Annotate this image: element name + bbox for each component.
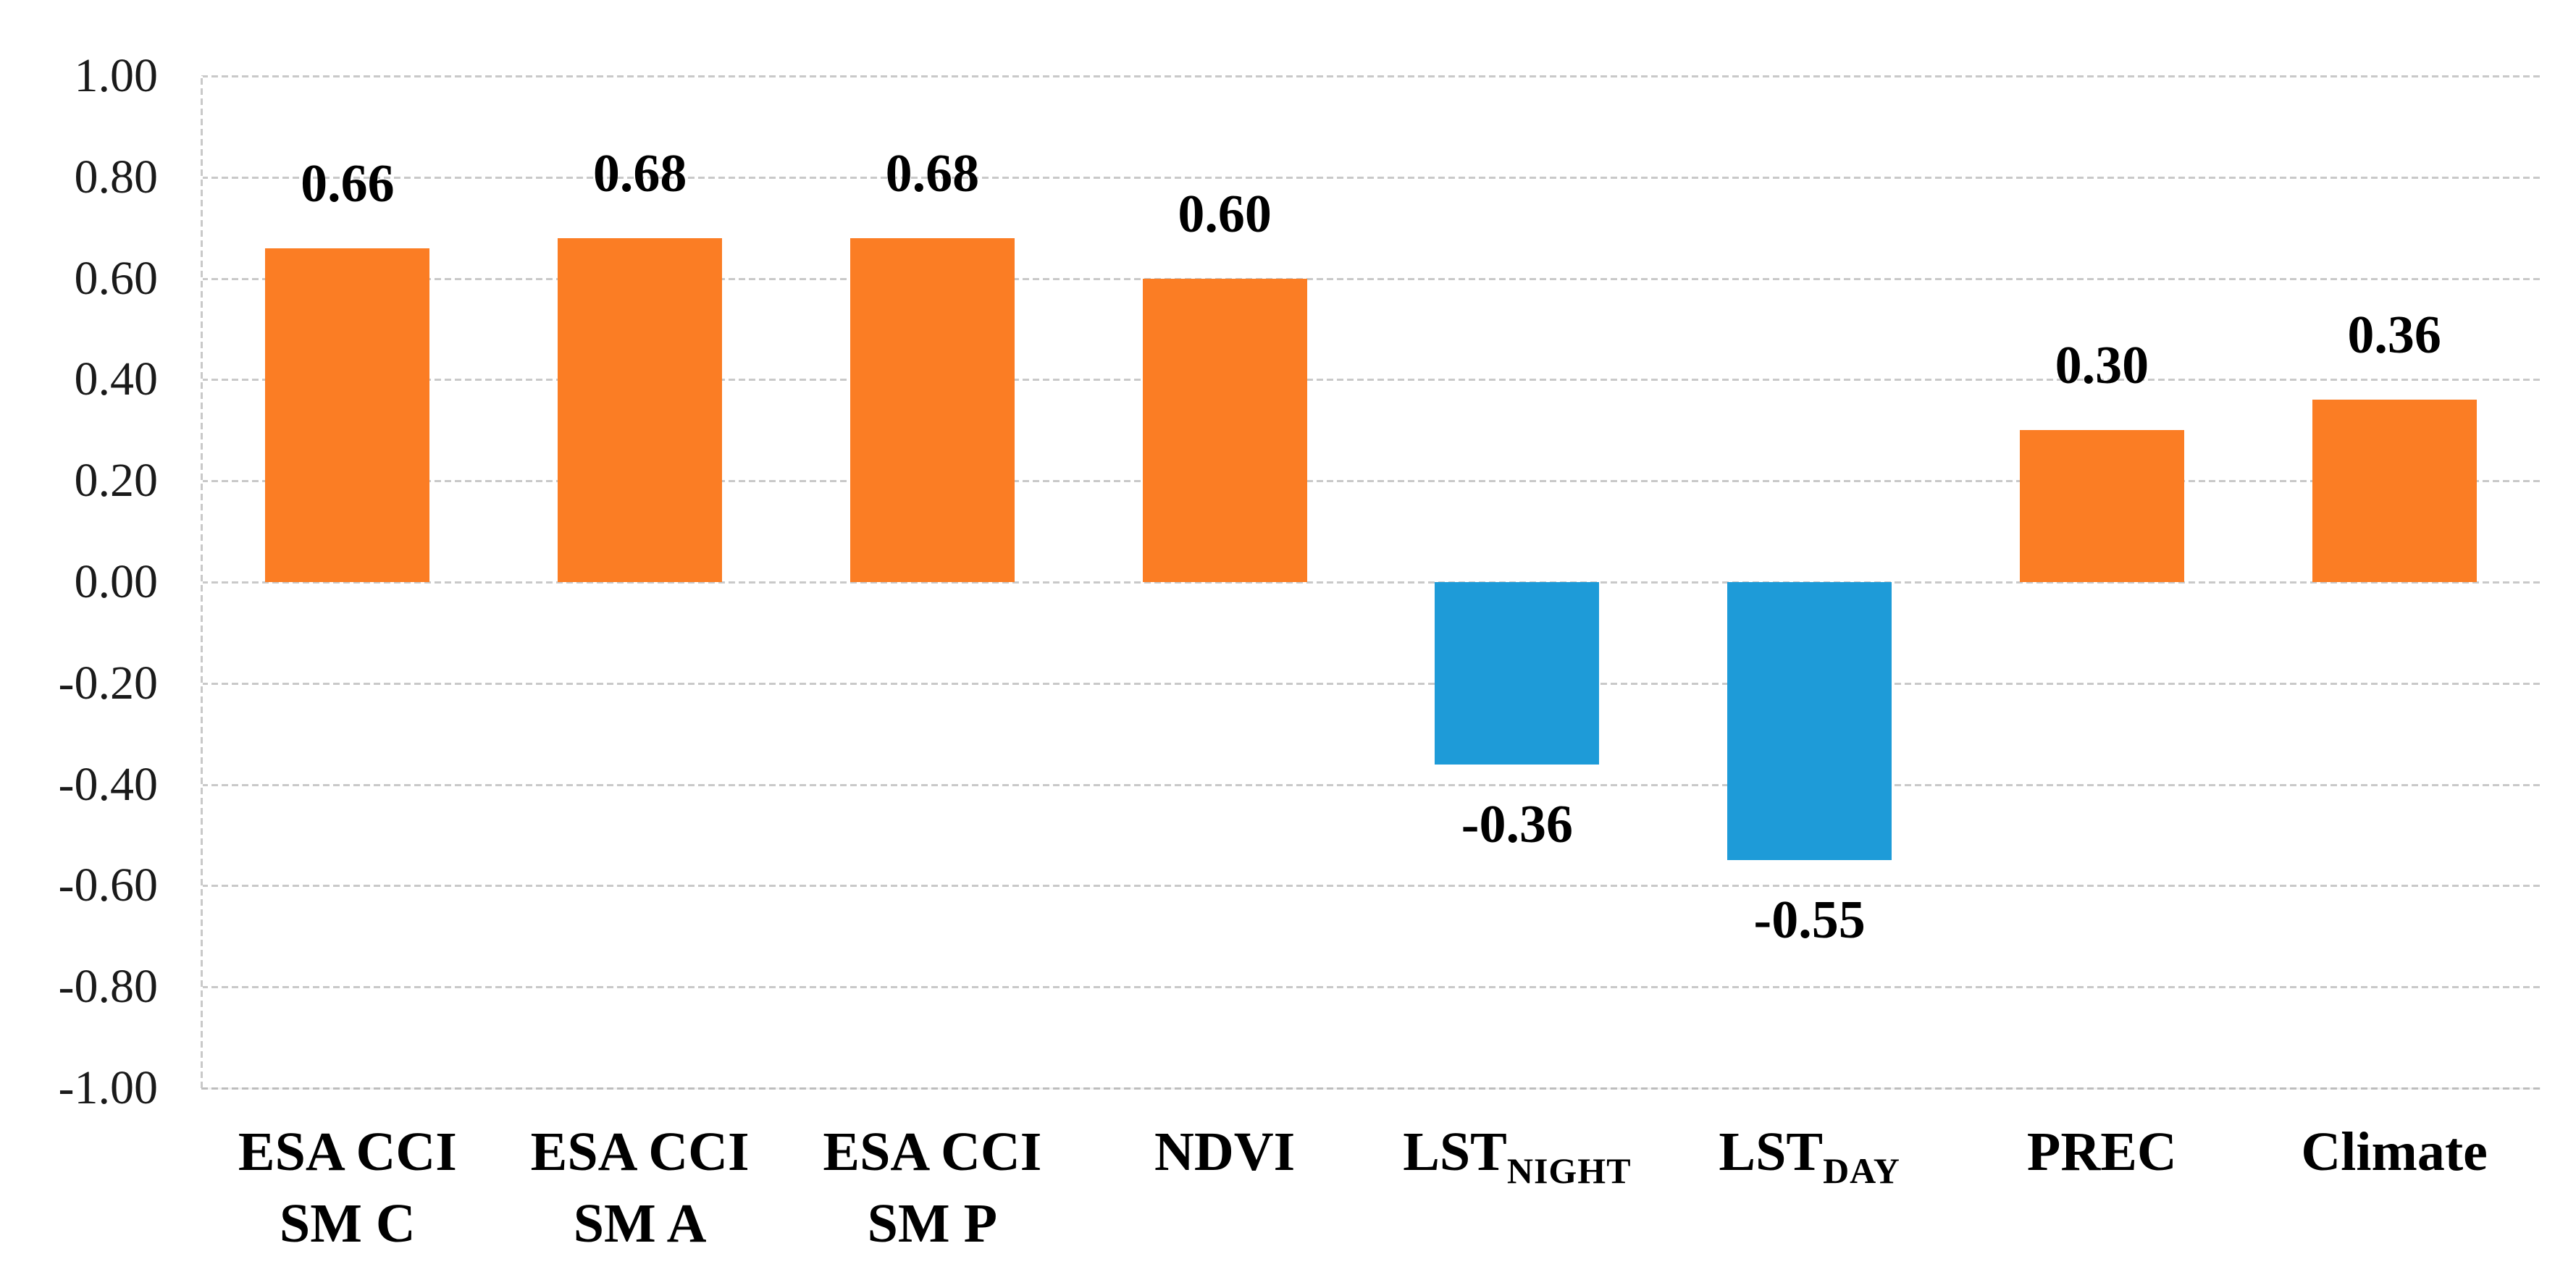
x-label-line1: PREC [2026,1121,2177,1182]
bar-esa-cci-sm-p [849,237,1015,582]
gridline [201,176,2541,179]
y-tick-label: -1.00 [58,1061,158,1114]
bar-lst-day [1727,582,1892,861]
value-label-climate: 0.36 [2347,306,2441,366]
x-label-prec: PREC [1942,1116,2263,1188]
plot-area [201,75,2541,1090]
value-label-lst-night: -0.36 [1461,794,1573,854]
value-label-esa-cci-sm-a: 0.68 [592,143,687,203]
y-tick-label: 0.20 [74,454,159,508]
x-label-line1: LST [1403,1121,1507,1182]
gridline [201,277,2541,280]
value-label-esa-cci-sm-p: 0.68 [885,143,980,203]
x-label-line2: SM P [867,1193,998,1254]
y-tick-label: -0.20 [58,656,158,710]
gridline [201,379,2541,382]
x-label-line2: SM C [279,1193,416,1254]
gridline [201,682,2541,685]
y-tick-label: -0.80 [58,960,158,1014]
bar-ndvi [1142,278,1307,582]
x-label-line1: ESA CCI [530,1121,750,1182]
x-label-line1: NDVI [1154,1121,1296,1182]
x-label-ndvi: NDVI [1064,1116,1385,1188]
y-tick-label: 0.80 [74,150,159,203]
x-label-esa-cci-sm-p: ESA CCI SM P [772,1116,1094,1260]
gridline [201,885,2541,888]
x-label-line1: Climate [2301,1121,2488,1182]
bar-esa-cci-sm-c [265,248,430,582]
gridline [201,986,2541,989]
x-label-subscript: NIGHT [1506,1150,1632,1191]
gridline [201,480,2541,483]
x-label-subscript: DAY [1823,1150,1900,1191]
x-label-lst-night: LSTNIGHT [1356,1116,1678,1207]
bar-prec [2019,430,2184,582]
y-tick-label: 0.40 [74,353,159,406]
x-label-line2: SM A [573,1193,707,1254]
x-label-line1: ESA CCI [823,1121,1042,1182]
y-tick-label: 1.00 [74,49,159,102]
y-tick-label: 0.60 [74,251,159,305]
x-label-lst-day: LSTDAY [1649,1116,1971,1207]
bar-lst-night [1435,582,1600,765]
value-label-ndvi: 0.60 [1178,184,1272,244]
gridline [201,1087,2541,1090]
y-tick-label: 0.00 [74,555,159,608]
x-label-line1: ESA CCI [238,1121,457,1182]
x-label-line1: LST [1719,1121,1824,1182]
gridline [201,75,2541,77]
value-label-esa-cci-sm-c: 0.66 [301,153,395,214]
gridline [201,581,2541,584]
y-tick-label: -0.60 [58,859,158,912]
y-axis-line [201,76,203,1088]
x-label-esa-cci-sm-c: ESA CCI SM C [187,1116,508,1260]
x-label-esa-cci-sm-a: ESA CCI SM A [479,1116,801,1260]
gridline [201,783,2541,786]
bar-climate [2312,400,2477,582]
value-label-prec: 0.30 [2055,336,2149,396]
bar-esa-cci-sm-a [558,237,723,582]
x-label-climate: Climate [2233,1116,2555,1188]
y-tick-label: -0.40 [58,757,158,811]
value-label-lst-day: -0.55 [1753,890,1866,951]
